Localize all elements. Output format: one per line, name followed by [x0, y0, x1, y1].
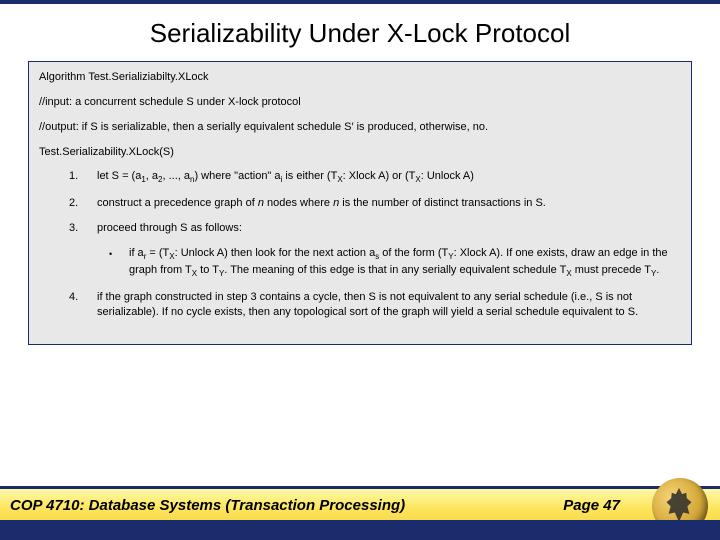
t: nodes where: [264, 197, 333, 209]
t: : Unlock A): [421, 170, 474, 182]
t: to T: [197, 264, 219, 276]
step-number: 1.: [69, 169, 97, 186]
footer-page: Page 47: [563, 497, 620, 514]
bullet-icon: •: [109, 246, 129, 280]
t: if a: [129, 247, 144, 259]
step-text: if the graph constructed in step 3 conta…: [97, 290, 681, 320]
t: is the number of distinct transactions i…: [339, 197, 546, 209]
slide-title: Serializability Under X-Lock Protocol: [0, 4, 720, 61]
t: let S = (a: [97, 170, 141, 182]
step-text: proceed through S as follows:: [97, 221, 681, 236]
t: of the form (T: [379, 247, 448, 259]
step-number: 2.: [69, 196, 97, 211]
t: : Unlock A) then look for the next actio…: [175, 247, 376, 259]
algo-output-suffix: is produced, otherwise, no.: [354, 121, 489, 133]
algo-output-prefix: //output: if S is serializable, then a s…: [39, 121, 351, 133]
algorithm-box: Algorithm Test.Serializiabilty.XLock //i…: [28, 61, 692, 345]
sub-text: if ar = (TX: Unlock A) then look for the…: [129, 246, 681, 280]
t: = (T: [146, 247, 169, 259]
t: , ..., a: [162, 170, 190, 182]
step-3-sub: • if ar = (TX: Unlock A) then look for t…: [69, 246, 681, 280]
t: construct a precedence graph of: [97, 197, 258, 209]
t: ) where "action" a: [194, 170, 280, 182]
step-text: let S = (a1, a2, ..., an) where "action"…: [97, 169, 681, 186]
step-2: 2. construct a precedence graph of n nod…: [69, 196, 681, 211]
t: must precede T: [572, 264, 651, 276]
step-number: 4.: [69, 290, 97, 320]
algo-name: Algorithm Test.Serializiabilty.XLock: [39, 70, 681, 85]
t: , a: [146, 170, 158, 182]
algo-call: Test.Serializability.XLock(S): [39, 145, 681, 160]
t: : Xlock A) or (T: [343, 170, 416, 182]
footer-course: COP 4710: Database Systems (Transaction …: [10, 497, 405, 514]
t: .: [656, 264, 659, 276]
step-text: construct a precedence graph of n nodes …: [97, 196, 681, 211]
step-1: 1. let S = (a1, a2, ..., an) where "acti…: [69, 169, 681, 186]
t: . The meaning of this edge is that in an…: [224, 264, 566, 276]
step-3: 3. proceed through S as follows:: [69, 221, 681, 236]
t: is either (T: [282, 170, 337, 182]
footer-bar: COP 4710: Database Systems (Transaction …: [0, 486, 720, 540]
step-4: 4. if the graph constructed in step 3 co…: [69, 290, 681, 320]
step-number: 3.: [69, 221, 97, 236]
algo-output: //output: if S is serializable, then a s…: [39, 120, 681, 135]
footer-navy-strip: [0, 520, 720, 540]
steps-list: 1. let S = (a1, a2, ..., an) where "acti…: [39, 169, 681, 319]
slide: Serializability Under X-Lock Protocol Al…: [0, 0, 720, 540]
algo-input: //input: a concurrent schedule S under X…: [39, 95, 681, 110]
